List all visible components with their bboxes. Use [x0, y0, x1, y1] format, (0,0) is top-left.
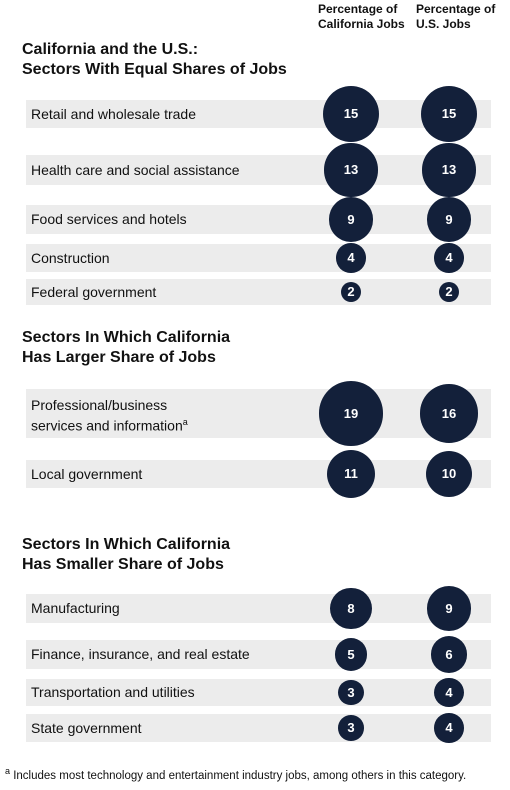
section-title-line: California and the U.S.: — [22, 41, 199, 58]
bubble-us: 4 — [434, 713, 464, 743]
bubble-us: 10 — [425, 450, 473, 498]
bubble-us: 13 — [422, 143, 476, 197]
section-title: Sectors In Which California Has Smaller S… — [22, 535, 462, 575]
row-label: Professional/business services and inform… — [31, 396, 188, 434]
row-label: Manufacturing — [31, 600, 120, 616]
bubble-us: 16 — [419, 384, 479, 443]
bubble-us: 15 — [420, 85, 478, 143]
bubble-us: 2 — [438, 281, 460, 303]
bubble-california: 19 — [318, 381, 384, 446]
bubble-california: 5 — [334, 638, 368, 671]
footnote-text: Includes most technology and entertainme… — [13, 769, 467, 782]
row-label: Construction — [31, 249, 110, 266]
row-label: Retail and wholesale trade — [31, 105, 196, 122]
row-label: Health care and social assistance — [31, 161, 240, 178]
bubble-california: 3 — [338, 679, 364, 706]
footnote: a Includes most technology and entertain… — [5, 764, 505, 783]
bubble-california: 11 — [326, 449, 376, 499]
bubble-us: 4 — [434, 677, 464, 708]
row-background — [26, 460, 491, 488]
row-background — [26, 205, 491, 234]
column-header-us: Percentage of U.S. Jobs — [416, 2, 496, 31]
row-background — [26, 714, 491, 742]
row-label: Food services and hotels — [31, 211, 187, 227]
section-title: Sectors In Which California Has Larger Sh… — [22, 328, 462, 368]
row-background — [26, 389, 491, 438]
bubble-california: 15 — [322, 85, 380, 143]
row-background — [26, 594, 491, 623]
section-title-line: Has Larger Share of Jobs — [22, 349, 216, 366]
bubble-california: 3 — [338, 715, 364, 741]
footnote-marker: a — [182, 416, 188, 427]
column-header-california: Percentage of California Jobs — [318, 2, 405, 31]
row-background — [26, 640, 491, 669]
section-title: California and the U.S.: Sectors With Equ… — [22, 40, 462, 80]
row-label: Finance, insurance, and real estate — [31, 646, 250, 662]
section-title-line: Has Smaller Share of Jobs — [22, 556, 224, 573]
bubble-us: 9 — [426, 197, 472, 242]
bubble-us: 6 — [430, 636, 468, 673]
row-label: Federal government — [31, 283, 157, 300]
bubble-california: 8 — [330, 587, 372, 630]
section-title-line: Sectors In Which California — [22, 536, 231, 553]
section-title-line: Sectors With Equal Shares of Jobs — [22, 61, 287, 78]
bubble-california: 2 — [340, 281, 362, 303]
row-background — [26, 244, 491, 272]
bubble-california: 9 — [328, 197, 374, 242]
bubble-us: 9 — [426, 586, 472, 631]
bubble-us: 4 — [434, 243, 464, 273]
bubble-california: 4 — [336, 243, 366, 273]
section-title-line: Sectors In Which California — [22, 329, 231, 346]
footnote-marker: a — [5, 766, 11, 776]
row-label: State government — [31, 719, 142, 736]
row-background — [26, 679, 491, 706]
row-background — [26, 279, 491, 305]
bubble-california: 13 — [324, 143, 378, 197]
row-label: Transportation and utilities — [31, 684, 195, 700]
row-background — [26, 100, 491, 128]
row-label: Local government — [31, 465, 143, 482]
row-background — [26, 155, 491, 185]
